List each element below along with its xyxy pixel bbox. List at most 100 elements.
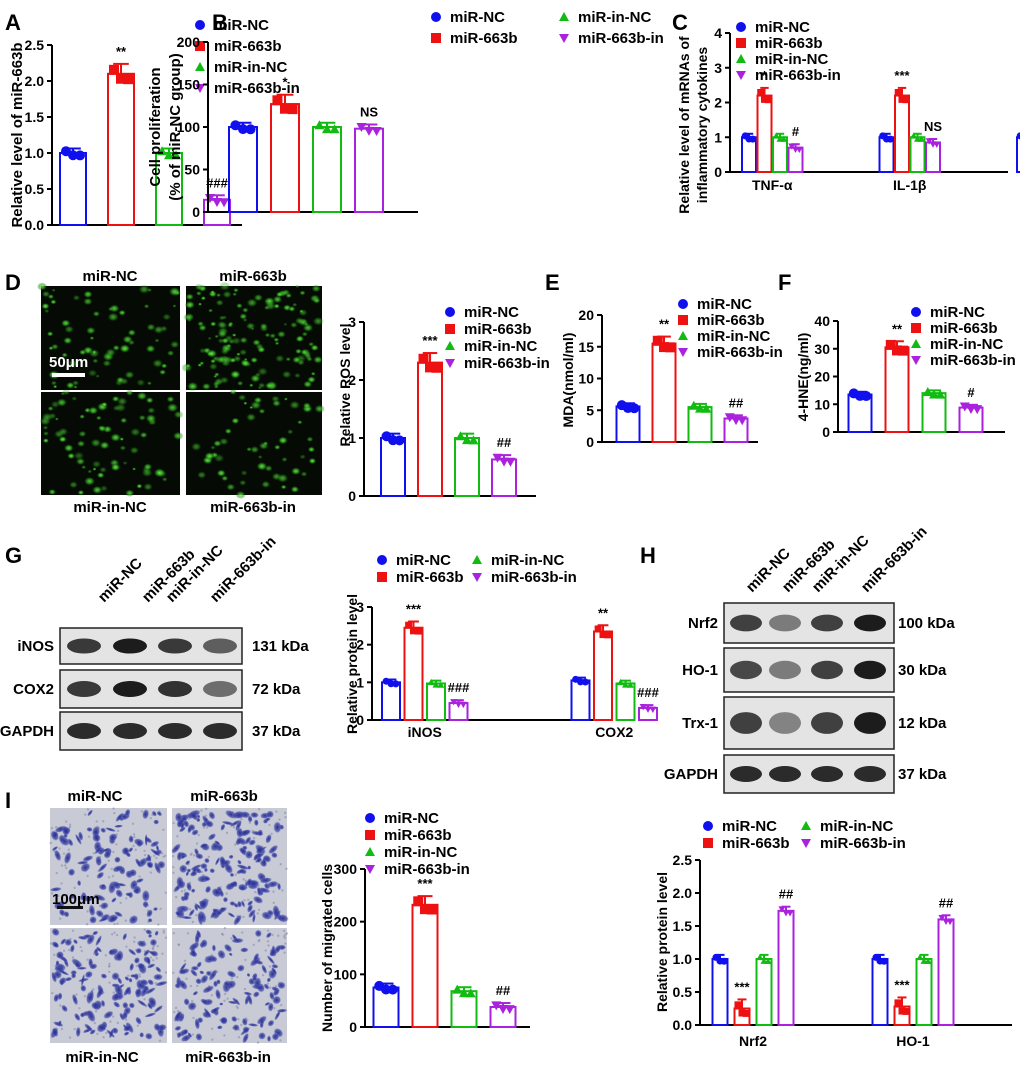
migrated-cell xyxy=(236,827,244,839)
band xyxy=(730,660,762,680)
migrated-cell xyxy=(274,1009,281,1021)
migrated-cell xyxy=(108,833,118,842)
kda-label: 37 kDa xyxy=(898,766,947,783)
migrated-cell xyxy=(271,966,278,976)
migrated-cell xyxy=(113,824,124,828)
membrane-pore xyxy=(102,1036,105,1039)
fluorescent-cell xyxy=(58,435,67,443)
micrograph-i-3 xyxy=(49,927,169,1043)
legend-label-mir-663b-in: miR-663b-in xyxy=(214,80,300,97)
membrane-pore xyxy=(112,991,115,994)
data-point-mir-in-nc xyxy=(468,435,479,445)
fluorescent-cell xyxy=(288,305,296,312)
migrated-cell xyxy=(97,862,108,873)
membrane-pore xyxy=(104,954,108,957)
legend-marker-mir-in-nc xyxy=(559,12,569,21)
fluorescent-cell xyxy=(96,471,105,479)
migrated-cell xyxy=(214,840,221,846)
migrated-cell xyxy=(144,833,148,847)
migrated-cell xyxy=(123,1031,130,1036)
legend-label-mir-663b: miR-663b xyxy=(214,38,282,55)
migrated-cell xyxy=(276,1008,288,1013)
kda-label: 100 kDa xyxy=(898,615,955,632)
band xyxy=(769,660,801,680)
y-axis-label: 4-HNE(ng/ml) xyxy=(795,333,811,422)
membrane-pore xyxy=(226,997,229,1000)
membrane-pore xyxy=(86,958,89,961)
migrated-cell xyxy=(86,826,93,832)
fluorescent-cell xyxy=(242,317,248,323)
fluorescent-cell xyxy=(88,348,100,358)
migrated-cell xyxy=(84,1023,93,1032)
fluorescent-cell xyxy=(229,370,241,379)
membrane-pore xyxy=(223,992,227,996)
migrated-cell xyxy=(204,857,210,864)
scale-bar xyxy=(57,906,83,909)
fluorescent-cell xyxy=(105,348,117,357)
y-tick-label: 2.5 xyxy=(673,852,693,868)
membrane-pore xyxy=(256,912,259,915)
membrane-pore xyxy=(149,816,152,820)
data-point-mir-663b-in xyxy=(925,138,933,145)
y-tick-label: 300 xyxy=(334,861,358,877)
membrane-pore xyxy=(162,931,165,934)
migrated-cell xyxy=(89,915,98,924)
band xyxy=(113,638,147,654)
fluorescent-cell xyxy=(145,413,157,423)
panel-letter-a: A xyxy=(5,10,21,35)
data-point-mir-663b xyxy=(898,95,906,103)
fluorescent-cell xyxy=(186,381,199,392)
fluorescent-cell xyxy=(257,367,269,376)
fluorescent-cell xyxy=(208,308,214,313)
fluorescent-cell xyxy=(60,391,66,396)
fluorescent-cell xyxy=(283,322,288,327)
membrane-pore xyxy=(230,977,234,980)
micrograph-label: miR-663b xyxy=(190,788,258,805)
migrated-cell xyxy=(122,1001,129,1009)
migrated-cell xyxy=(246,878,253,887)
y-tick-label: 3 xyxy=(714,60,722,76)
bar-mir-663b-in xyxy=(777,909,795,1027)
migrated-cell xyxy=(266,880,279,888)
migrated-cell xyxy=(212,908,219,914)
migrated-cell xyxy=(57,1020,62,1027)
migrated-cell xyxy=(228,854,234,860)
fluorescent-cell xyxy=(77,489,85,496)
fluorescent-cell xyxy=(68,481,79,489)
fluorescent-cell xyxy=(42,431,50,436)
migrated-cell xyxy=(147,918,153,923)
y-axis-label-line-2: (% of miR-NC group) xyxy=(167,53,184,200)
legend-marker-mir-663b xyxy=(703,838,713,848)
lane-label-mir-663b-in: miR-663b-in xyxy=(207,533,280,606)
migrated-cell xyxy=(232,1024,240,1032)
data-point-mir-in-nc xyxy=(756,953,764,961)
membrane-pore xyxy=(283,936,287,940)
fluorescent-cell xyxy=(195,290,202,296)
membrane-pore xyxy=(266,929,270,932)
migrated-cell xyxy=(149,938,158,947)
fluorescent-cell xyxy=(274,354,285,363)
band xyxy=(67,681,101,697)
fluorescent-cell xyxy=(119,445,127,451)
fluorescent-cell xyxy=(226,483,236,491)
migrated-cell xyxy=(135,947,142,954)
membrane-pore xyxy=(177,943,180,946)
migrated-cell xyxy=(86,1009,96,1023)
fluorescent-cell xyxy=(245,413,257,422)
data-point-mir-663b xyxy=(594,625,602,633)
fluorescent-cell xyxy=(92,358,99,364)
fluorescent-cell xyxy=(301,331,308,337)
membrane-pore xyxy=(108,970,111,974)
micrograph-d-4 xyxy=(186,389,325,499)
data-point-mir-in-nc xyxy=(764,957,772,965)
migrated-cell xyxy=(248,909,256,919)
migrated-cell xyxy=(103,850,112,859)
migrated-cell xyxy=(78,831,84,842)
data-point-mir-in-nc xyxy=(626,681,634,688)
micrograph-label: miR-663b xyxy=(219,268,287,285)
kda-label: 131 kDa xyxy=(252,638,309,655)
